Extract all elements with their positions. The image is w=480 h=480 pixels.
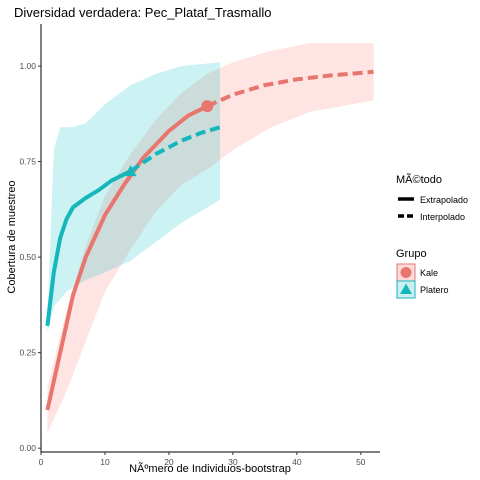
x-tick-label: 0 — [39, 457, 44, 467]
y-ticks: 0.00 0.25 0.50 0.75 1.00 — [19, 61, 41, 453]
marker-layer — [124, 100, 214, 177]
line-layer — [45, 69, 374, 411]
y-axis-label: Cobertura de muestreo — [6, 180, 18, 293]
x-tick-label: 30 — [228, 457, 238, 467]
legend-method-title: MÃ©todo — [396, 173, 442, 186]
platero-extrapolado-line — [45, 169, 132, 327]
legend-kale-circle-icon — [400, 267, 412, 278]
legend-platero-label: Platero — [420, 285, 449, 295]
kale-interpolado-line — [206, 69, 374, 109]
y-tick-label: 0.00 — [19, 443, 36, 453]
chart-title: Diversidad verdadera: Pec_Plataf_Trasmal… — [14, 5, 271, 20]
legend-interpolado-label: Interpolado — [420, 212, 465, 222]
x-tick-label: 40 — [292, 457, 302, 467]
platero-interpolado-line — [129, 125, 221, 173]
platero-confidence-ribbon — [47, 62, 221, 334]
y-tick-label: 0.75 — [19, 157, 36, 167]
x-ticks: 0 10 20 30 40 50 — [39, 452, 366, 467]
x-tick-label: 10 — [100, 457, 110, 467]
x-tick-label: 50 — [356, 457, 366, 467]
legend-platero-triangle-icon — [400, 283, 412, 294]
platero-observed-point — [124, 165, 137, 177]
legend: MÃ©todo Extrapolado Interpolado Grupo Ka… — [396, 173, 468, 299]
ribbon-layer — [47, 43, 374, 433]
legend-extrapolado-label: Extrapolado — [420, 195, 468, 205]
kale-observed-point — [201, 100, 214, 113]
axes — [40, 24, 380, 453]
y-tick-label: 1.00 — [19, 61, 36, 71]
kale-confidence-ribbon — [47, 43, 374, 433]
y-tick-label: 0.25 — [19, 348, 36, 358]
legend-kale-label: Kale — [420, 268, 438, 278]
x-axis-label: NÃºmero de Individuos-bootstrap — [129, 462, 291, 475]
x-tick-label: 20 — [164, 457, 174, 467]
kale-extrapolado-line — [45, 104, 209, 411]
legend-group-title: Grupo — [396, 248, 427, 260]
y-tick-label: 0.50 — [19, 252, 36, 262]
